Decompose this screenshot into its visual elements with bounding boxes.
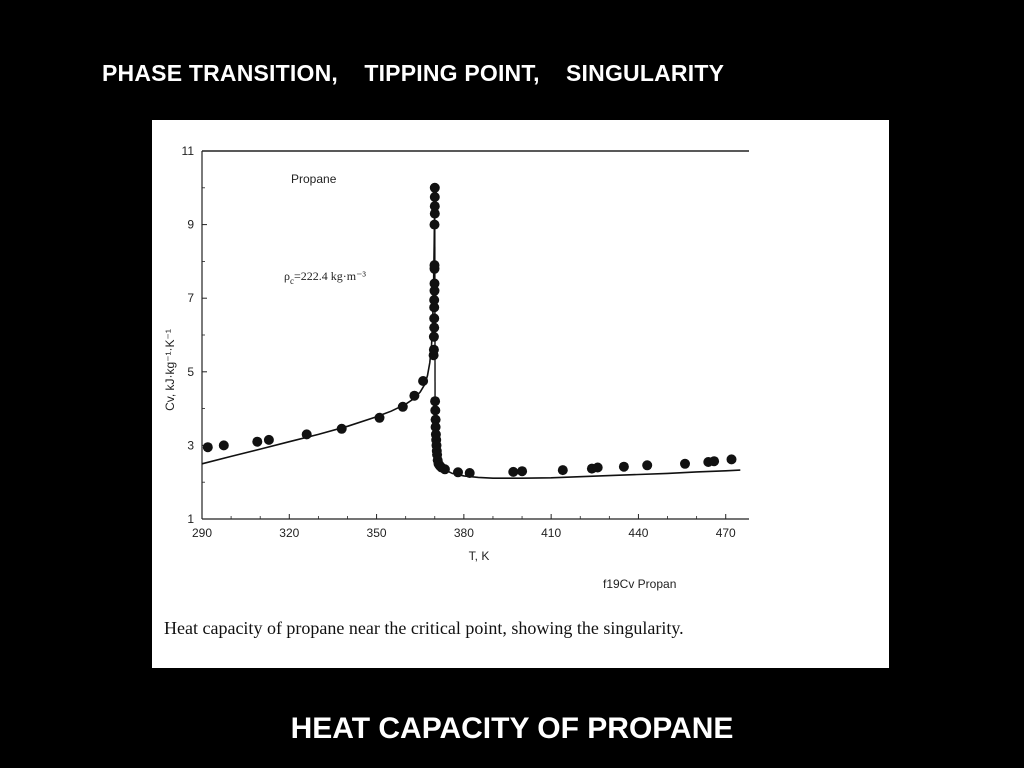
x-tick-label: 440 [628, 526, 648, 540]
figure-caption: Heat capacity of propane near the critic… [164, 618, 684, 638]
data-point [428, 331, 439, 342]
data-point [429, 182, 440, 193]
data-point [592, 462, 603, 473]
data-point [642, 460, 653, 471]
slide-title: HEAT CAPACITY OF PROPANE [290, 712, 734, 745]
data-point [428, 344, 439, 355]
data-point [439, 464, 450, 475]
data-point [429, 219, 440, 230]
data-point [252, 436, 263, 447]
model-curve-layer [201, 187, 741, 480]
data-point [517, 466, 528, 477]
data-point [430, 414, 441, 425]
annotation-critical-density: ρc=222.4 kg·m⁻³ [284, 269, 366, 286]
x-tick-label: 350 [367, 526, 387, 540]
data-point [397, 401, 408, 412]
data-point [263, 434, 274, 445]
data-point [429, 285, 440, 296]
data-point [301, 429, 312, 440]
data-point [336, 423, 347, 434]
y-tick-label: 5 [187, 365, 194, 379]
data-point [618, 461, 629, 472]
data-point [726, 454, 737, 465]
y-axis-label: Cv, kJ·kg⁻¹·K⁻¹ [163, 329, 177, 411]
data-point [680, 458, 690, 469]
data-point [430, 396, 441, 407]
data-point [429, 278, 440, 289]
chart-axes: 290 320 350 380 410 440 470 1 3 5 7 9 11 [182, 144, 749, 540]
annotation-substance: Propane [291, 172, 337, 186]
data-point [429, 201, 440, 212]
x-axis-label: T, K [469, 549, 490, 563]
data-points-layer [202, 182, 737, 478]
data-point [430, 422, 441, 432]
data-point [374, 412, 385, 423]
data-point [218, 440, 229, 451]
y-tick-label: 11 [182, 144, 195, 158]
y-tick-label: 7 [187, 291, 194, 305]
data-point [464, 468, 475, 478]
data-point [429, 192, 440, 202]
data-point [430, 405, 441, 416]
data-point [409, 390, 420, 401]
y-tick-label: 3 [187, 438, 194, 452]
x-tick-label: 410 [541, 526, 561, 540]
data-point [429, 322, 440, 333]
x-tick-label: 380 [454, 526, 474, 540]
data-point [429, 208, 440, 219]
data-point [557, 465, 568, 476]
model-curve-low-branch [201, 187, 436, 465]
x-tick-label: 320 [279, 526, 299, 540]
data-point [508, 466, 519, 477]
data-point [418, 376, 429, 386]
data-point [429, 313, 440, 324]
x-tick-label: 290 [192, 526, 212, 540]
y-tick-label: 1 [187, 512, 194, 526]
y-tick-label: 9 [187, 218, 194, 232]
data-point [429, 295, 440, 305]
slide-heading: PHASE TRANSITION, TIPPING POINT, SINGULA… [102, 60, 725, 86]
x-tick-label: 470 [716, 526, 736, 540]
data-point [453, 467, 463, 478]
heat-capacity-chart: 290 320 350 380 410 440 470 1 3 5 7 9 11 Propane ρc=… [163, 144, 749, 591]
figure-panel: 290 320 350 380 410 440 470 1 3 5 7 9 11 Propane ρc=… [152, 120, 889, 668]
data-point [429, 260, 440, 271]
figure-file-tag: f19Cv Propan [603, 577, 676, 591]
data-point [202, 442, 213, 453]
data-point [429, 302, 440, 313]
data-point [709, 456, 720, 467]
